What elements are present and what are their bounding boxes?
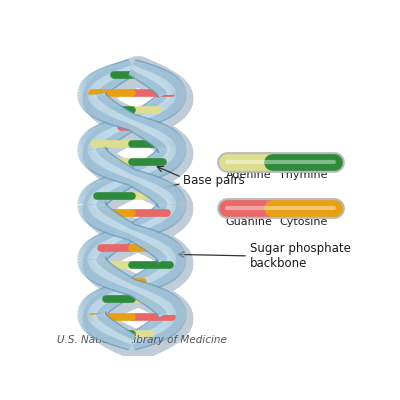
Text: Adenine: Adenine: [226, 170, 272, 180]
Text: Guanine: Guanine: [226, 217, 273, 227]
Text: Thymine: Thymine: [279, 170, 327, 180]
Text: Sugar phosphate
backbone: Sugar phosphate backbone: [250, 242, 350, 270]
Text: Cytosine: Cytosine: [279, 217, 327, 227]
Text: U.S. National Library of Medicine: U.S. National Library of Medicine: [57, 335, 227, 345]
Text: Base pairs: Base pairs: [184, 174, 245, 187]
